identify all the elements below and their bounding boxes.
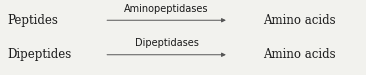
Text: Amino acids: Amino acids [264, 48, 336, 61]
Text: Dipeptidases: Dipeptidases [135, 38, 198, 48]
Text: Amino acids: Amino acids [264, 14, 336, 27]
Text: Dipeptides: Dipeptides [7, 48, 72, 61]
Text: Peptides: Peptides [7, 14, 58, 27]
Text: Aminopeptidases: Aminopeptidases [124, 4, 209, 14]
